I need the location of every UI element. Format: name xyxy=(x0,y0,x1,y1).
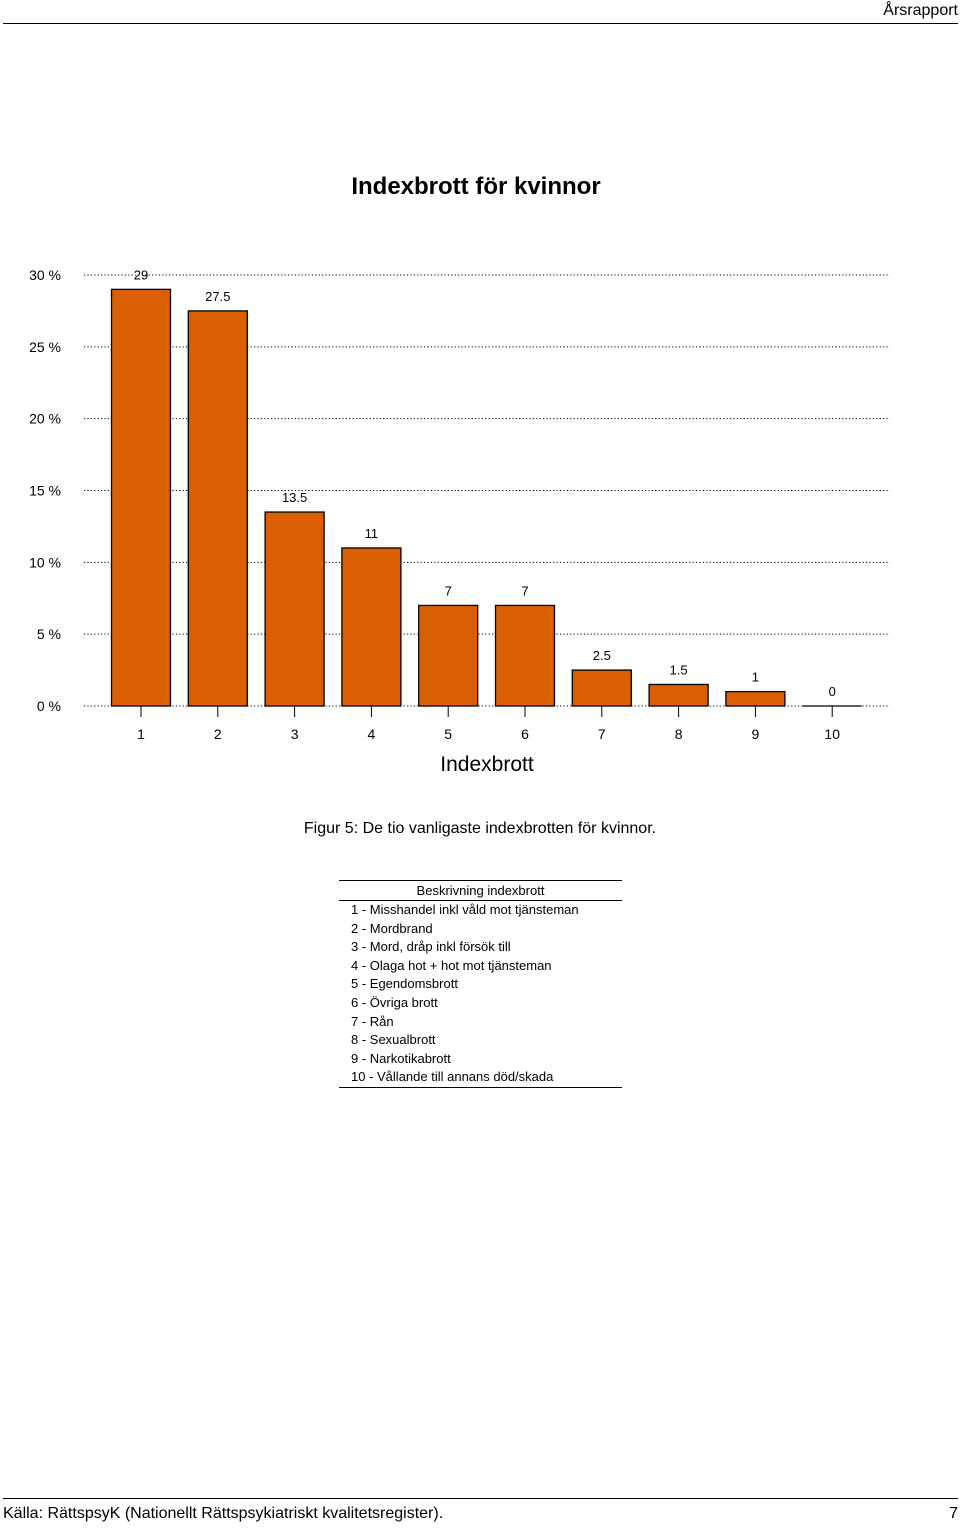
data-label: 27.5 xyxy=(205,289,230,304)
legend-table-row: 7 - Rån xyxy=(351,1013,394,1029)
data-label: 7 xyxy=(445,583,452,598)
y-tick-label: 10 % xyxy=(29,554,61,570)
y-tick-label: 20 % xyxy=(29,411,61,427)
footer-rule xyxy=(3,1498,958,1499)
x-tick-label: 6 xyxy=(521,726,529,742)
x-tick-label: 7 xyxy=(598,726,606,742)
bar xyxy=(648,683,709,707)
data-label: 1.5 xyxy=(670,662,688,677)
data-label: 29 xyxy=(134,267,148,282)
x-tick-label: 2 xyxy=(214,726,222,742)
bar xyxy=(110,288,172,707)
bar xyxy=(264,511,325,707)
y-tick-label: 0 % xyxy=(37,698,61,714)
y-tick-label: 30 % xyxy=(29,267,61,283)
x-tick-label: 8 xyxy=(675,726,683,742)
x-tick-label: 1 xyxy=(137,726,145,742)
bar-chart: Indexbrott för kvinnor 0 %5 %10 %15 %20 … xyxy=(29,173,890,776)
legend-table-row: 4 - Olaga hot + hot mot tjänsteman xyxy=(351,957,552,973)
footer-source: Källa: RättspsyK (Nationellt Rättspsykia… xyxy=(3,1505,444,1522)
data-label: 13.5 xyxy=(282,490,307,505)
legend-table-row: 2 - Mordbrand xyxy=(351,920,433,936)
y-tick-label: 5 % xyxy=(37,626,61,642)
data-label: 2.5 xyxy=(593,648,611,663)
page-number: 7 xyxy=(949,1505,958,1522)
data-label: 0 xyxy=(829,684,836,699)
y-tick-label: 15 % xyxy=(29,483,61,499)
bar xyxy=(187,310,248,707)
legend-table-row: 8 - Sexualbrott xyxy=(351,1032,436,1048)
bar xyxy=(494,604,556,707)
x-tick-label: 3 xyxy=(291,726,299,742)
x-axis: 1 2 3 4 5 6 7 8 9 10 xyxy=(137,706,840,742)
data-label: 1 xyxy=(752,670,759,685)
legend-table-row: 9 - Narkotikabrott xyxy=(351,1050,451,1066)
legend-table-row: 10 - Vållande till annans död/skada xyxy=(351,1069,554,1085)
legend-table-row: 3 - Mord, dråp inkl försök till xyxy=(351,939,511,955)
x-tick-label: 9 xyxy=(752,726,760,742)
bar xyxy=(418,604,479,707)
legend-table-row: 1 - Misshandel inkl våld mot tjänsteman xyxy=(351,902,579,917)
data-labels: 29 27.5 13.5 11 7 7 2.5 1.5 1 0 xyxy=(134,267,836,699)
x-tick-label: 10 xyxy=(824,726,840,742)
data-label: 7 xyxy=(521,583,528,598)
bar xyxy=(571,669,632,707)
bar xyxy=(341,547,402,707)
legend-table: Beskrivning indexbrott 1 - Misshandel in… xyxy=(339,880,622,1088)
legend-table-body: 1 - Misshandel inkl våld mot tjänsteman 2… xyxy=(339,901,622,1088)
bars xyxy=(110,288,862,707)
y-axis: 0 % 5 % 10 % 15 % 20 % 25 % 30 % xyxy=(29,267,61,714)
legend-table-row: 6 - Övriga brott xyxy=(351,994,438,1010)
x-tick-label: 5 xyxy=(444,726,452,742)
bar xyxy=(725,690,786,707)
figure-caption: Figur 5: De tio vanligaste indexbrotten … xyxy=(303,820,657,837)
x-tick-label: 4 xyxy=(368,726,376,742)
running-head: Årsrapport xyxy=(883,2,958,19)
data-label: 11 xyxy=(365,526,379,541)
legend-table-row: 5 - Egendomsbrott xyxy=(351,976,458,992)
y-tick-label: 25 % xyxy=(29,339,61,355)
header-rule xyxy=(3,23,958,24)
x-axis-title: Indexbrott xyxy=(440,753,534,776)
chart-title: Indexbrott för kvinnor xyxy=(351,173,600,200)
legend-table-heading: Beskrivning indexbrott xyxy=(339,880,622,901)
